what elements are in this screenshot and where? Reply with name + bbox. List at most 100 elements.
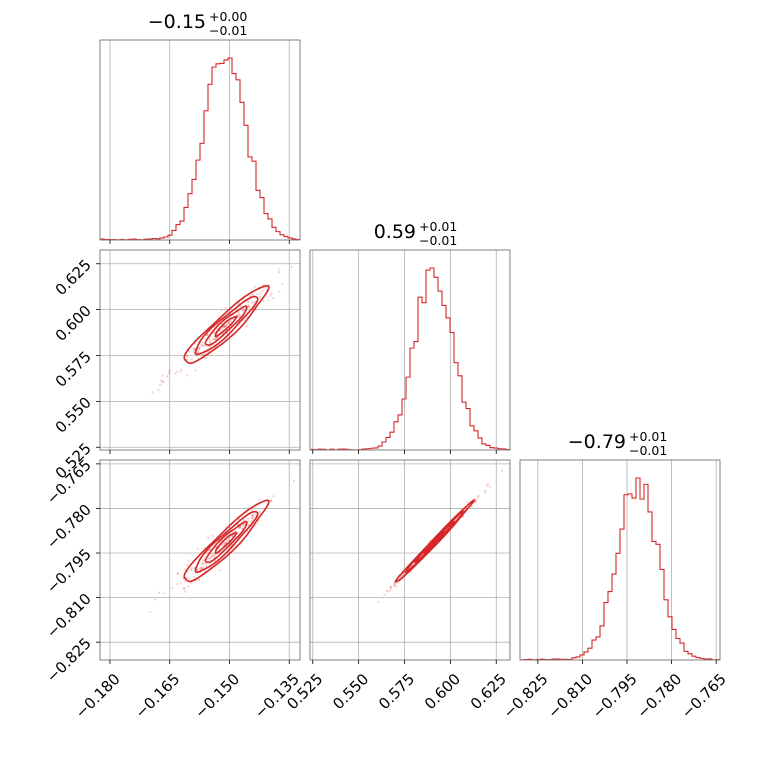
y-tick-label: −0.810 [43,590,95,642]
scatter-point [203,352,207,355]
scatter-point [224,324,228,328]
title-value: −0.79 [568,431,626,453]
scatter-point [187,585,190,588]
scatter-point [242,298,245,301]
scatter-point [269,294,272,297]
scatter-point [262,300,265,303]
scatter-point [190,568,193,572]
scatter-point [209,555,213,558]
scatter-point [477,496,480,499]
scatter-point [247,300,250,304]
title-plus-error: +0.01 [629,429,667,444]
scatter-point [218,330,221,333]
scatter-point [211,555,214,558]
scatter-point [221,544,224,547]
scatter-point [171,586,174,589]
scatter-point [189,581,192,584]
scatter-point [206,334,209,337]
scatter-point [242,523,246,526]
panel-frame-2-2 [519,459,721,661]
scatter-point [484,491,487,494]
scatter-point [301,478,303,480]
scatter-point [466,501,469,504]
scatter-point [254,285,257,288]
title-plus-error: +0.01 [419,219,457,234]
scatter-point [270,499,273,502]
scatter-point [237,302,240,305]
x-tick-label: −0.780 [633,670,685,722]
scatter-point [250,293,254,297]
contour-level-4 [214,315,238,338]
x-tick-label: 0.575 [375,670,418,713]
scatter-point [188,577,191,580]
scatter-point [252,515,255,518]
scatter-point [196,568,199,572]
data-layer [99,57,721,661]
scatter-point [247,517,250,520]
panel-frame-1-0 [99,249,301,451]
scatter-point [159,383,162,386]
scatter-point [186,374,189,377]
panel-frame-0-0 [99,39,301,241]
scatter-point [197,350,200,353]
scatter-point [223,325,226,328]
scatter-point [157,591,161,594]
scatter-point [393,581,396,585]
scatter-point [237,315,240,318]
panel-frame-2-1 [309,459,511,661]
scatter-point [185,354,188,358]
scatter-point [227,321,230,324]
scatter-point [470,505,474,508]
scatter-point [168,371,171,375]
scatter-point [198,346,201,349]
scatter-point [176,572,179,576]
scatter-point [186,564,189,567]
scatter-point [201,343,204,347]
x-tick-label: −0.165 [131,670,183,722]
scatter-point [211,534,215,538]
scatter-point [395,585,398,588]
scatter-point [224,526,227,529]
frame-layer [99,39,721,661]
x-tick-label: 0.600 [421,670,464,713]
title-plus-error: +0.00 [209,9,247,24]
title-value: 0.59 [374,221,416,243]
scatter-point [486,482,490,486]
scatter-point [184,568,187,571]
scatter-point [402,572,406,575]
contour-level-1 [394,499,476,583]
scatter-point [377,600,380,603]
scatter-point [409,571,412,574]
scatter-point [198,347,201,350]
scatter-point [238,526,241,529]
scatter-point [308,247,310,249]
scatter-point [278,270,281,274]
x-tick-label: −0.810 [544,670,596,722]
scatter-point [237,315,240,319]
scatter-point [252,294,255,297]
scatter-point [212,331,215,335]
scatter-point [199,342,202,345]
scatter-point [226,538,229,542]
scatter-point [190,357,193,360]
scatter-point [213,338,216,341]
scatter-point [192,575,195,579]
scatter-point [392,584,396,587]
scatter-point [154,598,157,601]
scatter-point [223,542,226,545]
scatter-point [259,292,262,295]
scatter-point [484,489,487,492]
contour-level-3 [204,305,248,346]
scatter-point [242,518,246,521]
scatter-point [209,341,212,344]
scatter-point [251,517,254,520]
scatter-point [198,567,201,570]
scatter-point [195,579,198,582]
scatter-point [184,590,187,593]
scatter-point [160,379,163,383]
scatter-point [161,380,164,383]
scatter-point [236,314,239,317]
scatter-point [261,290,264,293]
scatter-point [201,559,204,562]
scatter-point [180,368,183,371]
